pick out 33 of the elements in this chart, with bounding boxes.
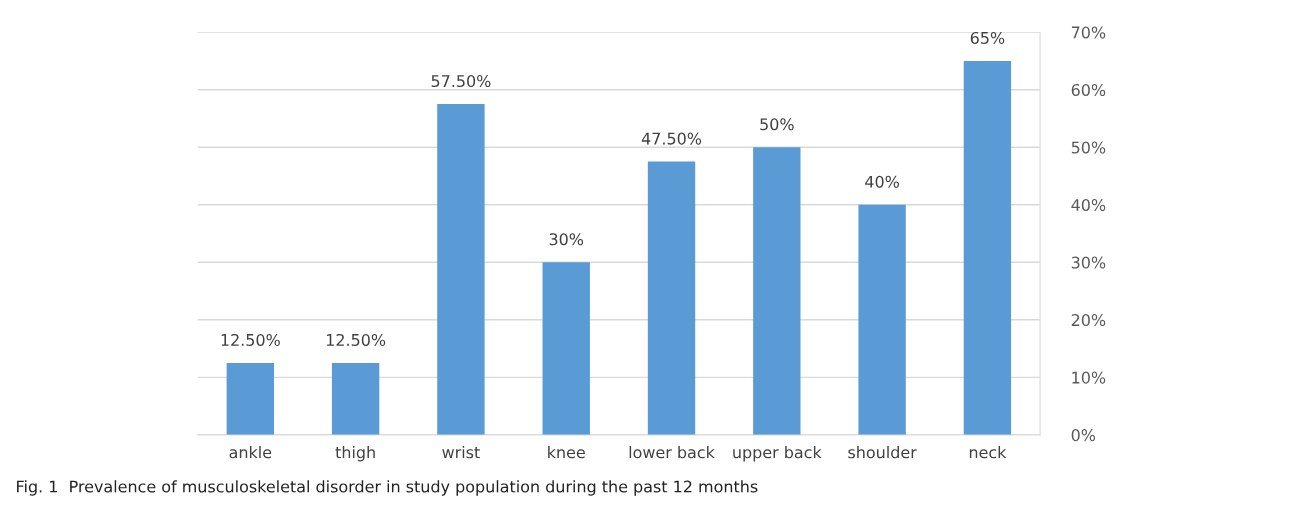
x-tick-label: lower back (629, 445, 715, 459)
x-tick-label: upper back (733, 445, 822, 462)
x-tick-label: neck (969, 445, 1007, 459)
bar (753, 147, 801, 435)
data-label: 12.50% (221, 333, 280, 346)
bar (331, 362, 380, 435)
x-tick-label: knee (548, 445, 585, 459)
x-tick-label: shoulder (848, 445, 917, 459)
y-tick-label: 0% (1071, 429, 1096, 442)
data-label: 50% (760, 118, 794, 131)
y-tick-label: 20% (1071, 314, 1106, 327)
y-tick-label: 40% (1071, 198, 1106, 212)
x-tick-label: thigh (335, 445, 375, 462)
data-label: 40% (865, 175, 899, 188)
bar (963, 60, 1012, 435)
data-label: 47.50% (641, 132, 702, 145)
data-label: 65% (970, 31, 1005, 44)
bar (226, 362, 275, 435)
caption: Fig. 1 Prevalence of musculoskeletal disorder in study population during the past 12 months (17, 480, 758, 496)
x-tick-label: ankle (229, 445, 272, 459)
data-label: 30% (549, 233, 584, 246)
y-tick-label: 30% (1071, 256, 1106, 269)
y-tick-label: 50% (1071, 141, 1106, 154)
bar (858, 204, 906, 435)
x-tick-label: wrist (442, 445, 480, 459)
bar (437, 104, 485, 435)
y-tick-label: 60% (1071, 83, 1106, 97)
bar (542, 262, 590, 435)
data-label: 12.50% (326, 333, 386, 346)
y-tick-label: 70% (1071, 26, 1106, 39)
y-tick-label: 10% (1072, 371, 1106, 384)
bar (647, 161, 696, 435)
data-label: 57.50% (431, 75, 491, 88)
